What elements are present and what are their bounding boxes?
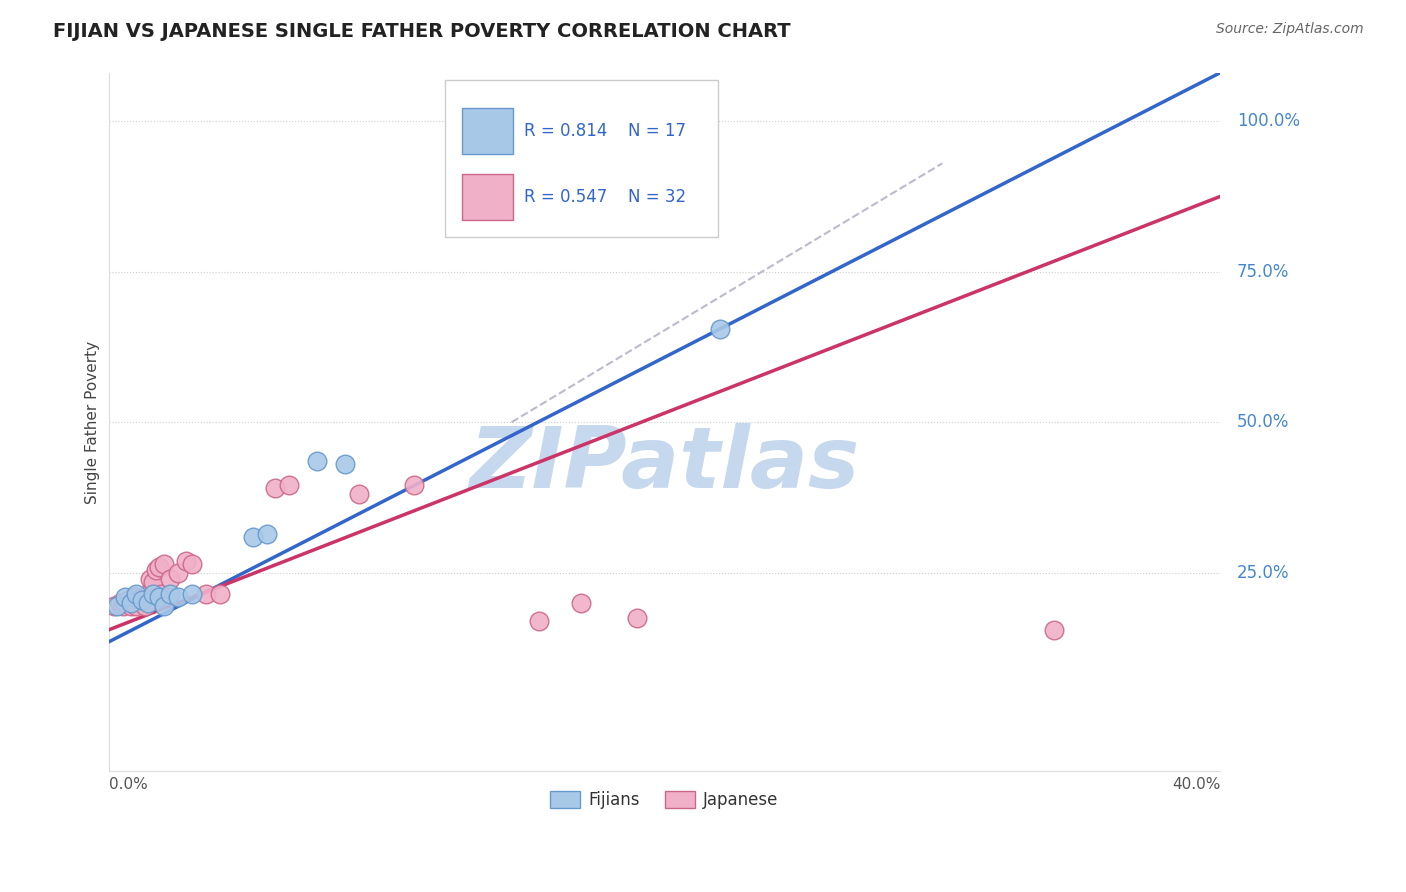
Point bbox=[128, 592, 150, 607]
Point bbox=[122, 590, 145, 604]
Point bbox=[120, 599, 142, 613]
Point bbox=[114, 590, 136, 604]
Text: Source: ZipAtlas.com: Source: ZipAtlas.com bbox=[1216, 22, 1364, 37]
Text: 100.0%: 100.0% bbox=[1237, 112, 1301, 130]
Point bbox=[256, 526, 278, 541]
Point bbox=[181, 557, 204, 571]
Point bbox=[159, 587, 181, 601]
Text: 40.0%: 40.0% bbox=[1171, 778, 1220, 792]
Point bbox=[117, 592, 139, 607]
Point bbox=[114, 596, 136, 610]
Point bbox=[529, 614, 551, 628]
Point bbox=[131, 592, 153, 607]
Point bbox=[136, 596, 159, 610]
Y-axis label: Single Father Poverty: Single Father Poverty bbox=[86, 341, 100, 504]
Text: R = 0.814: R = 0.814 bbox=[524, 121, 607, 140]
Text: 75.0%: 75.0% bbox=[1237, 262, 1289, 281]
Text: 50.0%: 50.0% bbox=[1237, 413, 1289, 431]
FancyBboxPatch shape bbox=[463, 174, 513, 220]
Point bbox=[103, 599, 125, 613]
Text: 25.0%: 25.0% bbox=[1237, 564, 1289, 582]
FancyBboxPatch shape bbox=[463, 108, 513, 153]
Text: N = 17: N = 17 bbox=[627, 121, 686, 140]
Point bbox=[347, 487, 370, 501]
Point bbox=[139, 572, 162, 586]
Point bbox=[167, 566, 190, 580]
Point bbox=[264, 482, 287, 496]
Point bbox=[1042, 623, 1064, 637]
Point bbox=[136, 587, 159, 601]
Point bbox=[709, 322, 731, 336]
FancyBboxPatch shape bbox=[446, 80, 718, 237]
Point bbox=[626, 611, 648, 625]
Point bbox=[142, 587, 165, 601]
Point bbox=[142, 574, 165, 589]
Text: N = 32: N = 32 bbox=[627, 188, 686, 206]
Point bbox=[159, 572, 181, 586]
Point bbox=[148, 590, 170, 604]
Point bbox=[108, 596, 131, 610]
Point bbox=[131, 590, 153, 604]
Point bbox=[278, 478, 301, 492]
Point bbox=[333, 458, 356, 472]
Point bbox=[125, 599, 148, 613]
Point bbox=[145, 563, 167, 577]
Legend: Fijians, Japanese: Fijians, Japanese bbox=[544, 784, 786, 815]
Point bbox=[242, 530, 264, 544]
Point bbox=[125, 587, 148, 601]
Point bbox=[569, 596, 592, 610]
Text: FIJIAN VS JAPANESE SINGLE FATHER POVERTY CORRELATION CHART: FIJIAN VS JAPANESE SINGLE FATHER POVERTY… bbox=[53, 22, 792, 41]
Point bbox=[111, 599, 134, 613]
Point bbox=[150, 587, 173, 601]
Point bbox=[105, 599, 128, 613]
Point bbox=[307, 454, 329, 468]
Point bbox=[120, 596, 142, 610]
Point bbox=[153, 599, 176, 613]
Point bbox=[176, 554, 198, 568]
Text: R = 0.547: R = 0.547 bbox=[524, 188, 607, 206]
Point bbox=[134, 599, 156, 613]
Point bbox=[148, 559, 170, 574]
Text: 0.0%: 0.0% bbox=[108, 778, 148, 792]
Point bbox=[167, 590, 190, 604]
Point bbox=[208, 587, 231, 601]
Point bbox=[404, 478, 426, 492]
Point bbox=[194, 587, 217, 601]
Text: ZIPatlas: ZIPatlas bbox=[470, 423, 859, 506]
Point bbox=[153, 557, 176, 571]
Point bbox=[181, 587, 204, 601]
